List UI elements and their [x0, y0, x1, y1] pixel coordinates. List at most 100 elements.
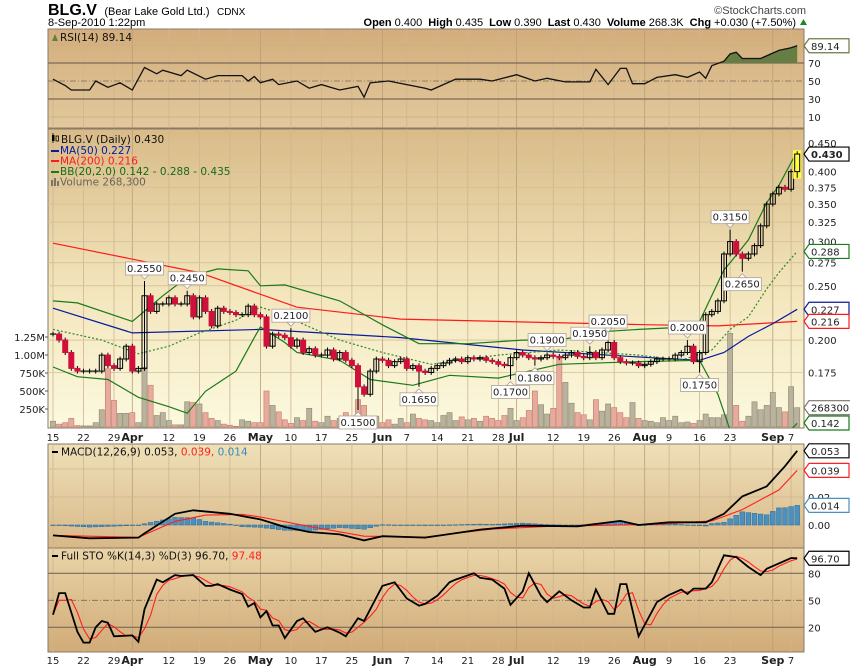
- candle-up: [373, 358, 380, 372]
- macd-histogram-bar: [257, 524, 264, 528]
- macd-histogram-bar: [721, 522, 727, 526]
- candle-up: [678, 352, 685, 356]
- volume-bar: [751, 401, 758, 428]
- candle-up: [117, 358, 124, 369]
- macd-histogram-bar: [129, 524, 135, 526]
- volume-bar: [635, 418, 642, 428]
- candle-up: [324, 349, 331, 356]
- candle-up: [641, 363, 648, 367]
- price-label-pointer: [353, 411, 363, 417]
- date-tick-label: 15: [47, 433, 60, 444]
- volume-bar: [678, 422, 685, 428]
- price-label-pointer: [682, 333, 693, 339]
- price-label-pointer: [584, 339, 595, 345]
- volume-bar: [98, 409, 105, 428]
- value-tag-box: [803, 313, 850, 329]
- volume-bar: [714, 417, 721, 428]
- date-tick-label: Sep: [761, 654, 784, 667]
- value-tag: 0.430: [811, 150, 843, 161]
- date-tick-label: 19: [577, 656, 590, 667]
- macd-histogram-bar: [520, 522, 526, 526]
- volume-bar: [708, 417, 715, 428]
- macd-histogram-bar: [324, 524, 331, 530]
- sto-value-tag-box: [803, 550, 850, 566]
- date-tick-label: Jun: [372, 431, 393, 444]
- volume-bar: [306, 407, 313, 428]
- quote-value: 0.390: [514, 17, 542, 29]
- price-label-pointer: [542, 346, 553, 352]
- ma50-legend: MA(50) 0.227: [60, 145, 131, 157]
- macd-legend: MACD(12,26,9) 0.053, 0.039, 0.014: [52, 447, 248, 459]
- candle-down: [483, 357, 490, 361]
- macd-histogram-bar: [733, 515, 739, 526]
- volume-bar: [196, 403, 203, 428]
- macd-histogram-bar: [355, 524, 361, 530]
- volume-bar: [80, 425, 87, 428]
- macd-histogram-bar: [202, 521, 209, 526]
- candle-down: [355, 365, 361, 388]
- date-tick-label: 14: [431, 433, 444, 444]
- stockcharts-copyright[interactable]: ©StockCharts.com: [714, 5, 806, 17]
- candle-up: [135, 367, 142, 372]
- candle-down: [592, 352, 599, 359]
- volume-bar: [123, 413, 130, 428]
- candle-down: [62, 339, 69, 354]
- macd-histogram-bar: [117, 524, 123, 527]
- price-tick-label: 0.175: [808, 369, 837, 380]
- macd-histogram-bar: [446, 524, 453, 526]
- volume-bar: [544, 413, 550, 428]
- price-label-text: 0.2050: [591, 317, 626, 328]
- candle-down: [190, 295, 197, 318]
- price-candles: [50, 150, 802, 410]
- up-arrow-icon: [800, 19, 807, 25]
- volume-bar: [519, 417, 526, 428]
- price-label-pointer: [737, 273, 748, 279]
- candle-down: [220, 307, 227, 312]
- date-tick-label: 15: [47, 656, 60, 667]
- candle-up: [269, 333, 276, 347]
- macd-histogram-bar: [178, 517, 184, 526]
- volume-bar: [513, 420, 520, 428]
- volume-tick-label: 1.25M: [14, 333, 45, 344]
- rsi-tick-label: 30: [808, 95, 821, 106]
- candle-up: [775, 186, 782, 195]
- price-tick-label: 0.275: [808, 259, 837, 270]
- macd-histogram-bar: [471, 524, 477, 526]
- volume-bar: [117, 413, 123, 428]
- volume-bar: [251, 422, 258, 428]
- volume-bar: [629, 402, 636, 428]
- candle-down: [470, 357, 477, 360]
- value-tag: 0.288: [811, 247, 840, 258]
- candle-down: [68, 352, 75, 369]
- candle-up: [788, 171, 795, 190]
- macd-histogram-bar: [99, 524, 105, 527]
- macd-histogram-bar: [416, 524, 422, 526]
- macd-histogram-bar: [251, 524, 257, 528]
- volume-bar: [147, 384, 154, 428]
- candle-up: [605, 341, 612, 351]
- volume-bars-icon: [51, 178, 59, 186]
- candle-down: [495, 361, 502, 365]
- macd-histogram-bar: [678, 524, 684, 526]
- volume-tick-label: 1.00M: [14, 351, 45, 362]
- macd-histogram-bar: [526, 523, 532, 526]
- candle-up: [446, 359, 453, 364]
- candle-up: [245, 305, 252, 316]
- candle-up: [513, 352, 520, 359]
- candle-up: [757, 225, 764, 247]
- macd-plot: [50, 450, 800, 542]
- volume-bar: [68, 418, 75, 428]
- candle-down: [690, 345, 697, 363]
- macd-histogram-bar: [745, 512, 752, 526]
- macd-histogram-bar: [105, 524, 111, 527]
- volume-bar: [666, 420, 672, 428]
- macd-panel: [47, 443, 805, 549]
- date-tick-label: 22: [77, 656, 90, 667]
- price-label-text: 0.1750: [682, 381, 717, 392]
- candle-down: [733, 241, 740, 255]
- candle-up: [123, 345, 130, 360]
- quote-value: +0.030 (+7.50%): [714, 17, 796, 29]
- macd-histogram-bar: [739, 511, 745, 526]
- macd-tick-label: 0.00: [808, 521, 830, 532]
- price-tick-label: 0.450: [808, 139, 837, 150]
